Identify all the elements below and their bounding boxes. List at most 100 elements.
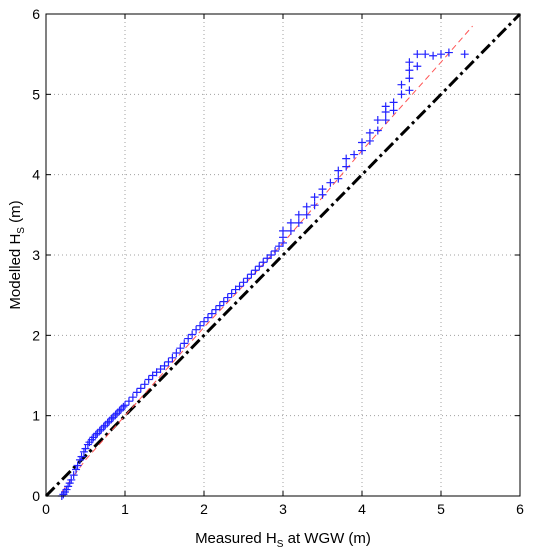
- data-point: [294, 218, 303, 227]
- data-point: [358, 138, 366, 147]
- data-point: [389, 106, 398, 115]
- data-point: [267, 251, 276, 259]
- data-point: [121, 401, 129, 410]
- data-point: [72, 465, 81, 474]
- data-point: [397, 80, 406, 89]
- data-point: [437, 50, 445, 59]
- y-axis-label: Modelled HS (m): [7, 200, 27, 309]
- data-point: [115, 406, 124, 415]
- y-tick-label: 6: [32, 6, 40, 22]
- data-point: [140, 380, 149, 389]
- data-point: [318, 185, 327, 194]
- data-point: [168, 353, 177, 362]
- data-point: [77, 452, 86, 461]
- data-point: [334, 166, 343, 175]
- data-point: [342, 162, 351, 171]
- data-point: [81, 444, 90, 453]
- data-point: [334, 174, 343, 183]
- data-point: [91, 430, 100, 439]
- data-point: [219, 297, 228, 306]
- data-point: [239, 278, 248, 287]
- x-axis-label-subscript: S: [277, 539, 284, 550]
- data-point: [172, 349, 181, 358]
- data-point: [103, 418, 112, 427]
- data-point: [203, 313, 212, 322]
- data-point: [460, 50, 469, 59]
- data-point: [413, 62, 422, 71]
- data-point: [144, 375, 153, 384]
- data-point: [310, 193, 319, 202]
- data-point: [188, 330, 197, 339]
- data-point: [350, 150, 359, 159]
- x-tick-label: 5: [437, 501, 445, 517]
- data-point: [413, 50, 422, 59]
- data-point: [381, 102, 390, 111]
- data-point: [397, 90, 406, 99]
- x-axis-label: Measured HS at WGW (m): [195, 530, 371, 550]
- y-tick-label: 1: [32, 408, 40, 424]
- y-tick-label: 3: [32, 247, 40, 263]
- x-axis-label-rest: at WGW (m): [283, 530, 370, 547]
- data-point: [192, 325, 201, 334]
- data-point: [381, 116, 390, 125]
- data-point: [405, 66, 414, 75]
- data-point: [342, 154, 351, 163]
- data-point: [164, 357, 173, 366]
- x-tick-label: 6: [516, 501, 524, 517]
- y-tick-label: 5: [32, 86, 40, 102]
- data-point: [132, 388, 141, 397]
- data-point: [365, 128, 374, 137]
- data-point: [286, 218, 295, 227]
- data-point: [405, 86, 414, 95]
- data-point: [358, 146, 366, 155]
- data-point: [107, 414, 116, 423]
- data-point: [235, 282, 244, 291]
- x-tick-label: 3: [279, 501, 287, 517]
- data-point: [302, 202, 311, 211]
- data-point: [326, 178, 335, 187]
- data-point: [279, 226, 287, 235]
- data-point: [365, 136, 374, 145]
- data-point: [302, 210, 311, 219]
- reference-line-1to1: [44, 12, 522, 498]
- data-point: [243, 274, 252, 283]
- data-point: [444, 48, 453, 57]
- x-tick-label: 0: [42, 501, 50, 517]
- data-point: [207, 309, 216, 318]
- data-point: [67, 475, 76, 484]
- data-point: [255, 262, 264, 271]
- plot-border: [45, 13, 521, 497]
- data-point: [373, 116, 382, 125]
- y-tick-label: 4: [32, 167, 40, 183]
- y-axis-label-main: Modelled H: [7, 234, 24, 310]
- data-point: [128, 393, 137, 402]
- data-point: [223, 293, 232, 302]
- data-point: [200, 317, 208, 326]
- data-point: [69, 471, 78, 480]
- grid: [46, 14, 520, 496]
- x-tick-label: 4: [358, 501, 366, 517]
- data-point: [136, 384, 145, 393]
- y-tick-label: 2: [32, 327, 40, 343]
- data-point: [389, 98, 398, 107]
- data-point: [99, 422, 108, 431]
- data-point: [73, 461, 82, 470]
- data-point: [373, 126, 382, 135]
- data-point: [160, 361, 169, 370]
- data-point: [176, 344, 185, 353]
- y-axis-label-subscript: S: [16, 227, 27, 234]
- data-point: [429, 51, 438, 60]
- scatter-series: [57, 48, 469, 500]
- data-point: [294, 210, 303, 219]
- data-point: [421, 50, 430, 59]
- data-point: [215, 301, 224, 310]
- x-tick-label: 1: [121, 501, 129, 517]
- data-point: [124, 397, 133, 406]
- data-point: [247, 270, 256, 279]
- x-axis-label-main: Measured H: [195, 530, 277, 547]
- data-point: [405, 74, 414, 83]
- data-point: [95, 426, 104, 435]
- data-point: [310, 201, 319, 210]
- y-axis-label-rest: (m): [7, 200, 24, 227]
